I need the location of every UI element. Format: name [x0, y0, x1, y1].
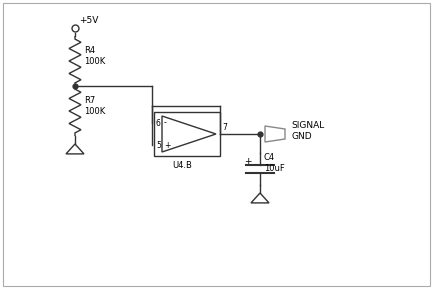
- Text: 6: 6: [156, 118, 161, 127]
- Text: 7: 7: [222, 123, 227, 132]
- Text: +: +: [244, 158, 252, 166]
- Text: -: -: [164, 118, 167, 127]
- Text: +: +: [164, 140, 170, 149]
- Text: SIGNAL
GND: SIGNAL GND: [291, 121, 324, 141]
- Text: R7
100K: R7 100K: [84, 96, 105, 116]
- Text: R4
100K: R4 100K: [84, 46, 105, 66]
- Text: +5V: +5V: [79, 16, 98, 25]
- Text: 5: 5: [156, 140, 161, 149]
- Text: U4.B: U4.B: [172, 161, 192, 170]
- Bar: [154, 112, 220, 156]
- Text: C4
10uF: C4 10uF: [264, 153, 285, 173]
